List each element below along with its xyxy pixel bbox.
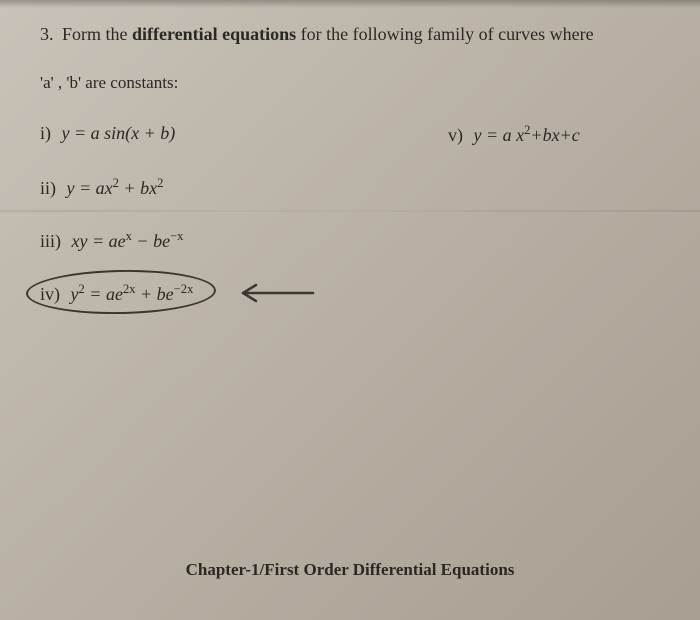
question-bold: differential equations: [132, 24, 296, 44]
item-row-1: i) y = a sin(x + b) v) y = a x2+bx+c: [40, 123, 670, 146]
item-iii: iii) xy = aex − be−x: [40, 229, 418, 252]
item-i: i) y = a sin(x + b): [40, 123, 418, 146]
item-iv-label: iv): [40, 284, 60, 304]
item-ii-label: ii): [40, 178, 56, 198]
question-text: 3. Form the differential equations for t…: [40, 20, 670, 49]
item-row-4: iv) y2 = ae2x + be−2x: [40, 282, 670, 305]
item-iv-expr: y2 = ae2x + be−2x: [71, 284, 194, 304]
item-row-2: ii) y = ax2 + bx2: [40, 176, 670, 199]
item-iv: iv) y2 = ae2x + be−2x: [40, 282, 418, 305]
constants-note: 'a' , 'b' are constants:: [40, 73, 670, 93]
item-v: v) y = a x2+bx+c: [418, 123, 670, 146]
question-prefix: Form the: [62, 24, 132, 44]
item-iii-label: iii): [40, 231, 61, 251]
item-i-expr: y = a sin(x + b): [62, 123, 176, 143]
item-ii-expr: y = ax2 + bx2: [67, 178, 164, 198]
items-container: i) y = a sin(x + b) v) y = a x2+bx+c ii)…: [40, 123, 670, 305]
chapter-footer: Chapter-1/First Order Differential Equat…: [0, 560, 700, 580]
paper-seam: [0, 210, 700, 212]
item-row-3: iii) xy = aex − be−x: [40, 229, 670, 252]
question-suffix: for the following family of curves where: [301, 24, 594, 44]
item-v-expr: y = a x2+bx+c: [474, 125, 580, 145]
item-ii: ii) y = ax2 + bx2: [40, 176, 418, 199]
item-v-label: v): [448, 125, 463, 145]
item-i-label: i): [40, 123, 51, 143]
question-number: 3.: [40, 24, 54, 44]
item-iii-expr: xy = aex − be−x: [72, 231, 184, 251]
document-page: 3. Form the differential equations for t…: [0, 0, 700, 620]
